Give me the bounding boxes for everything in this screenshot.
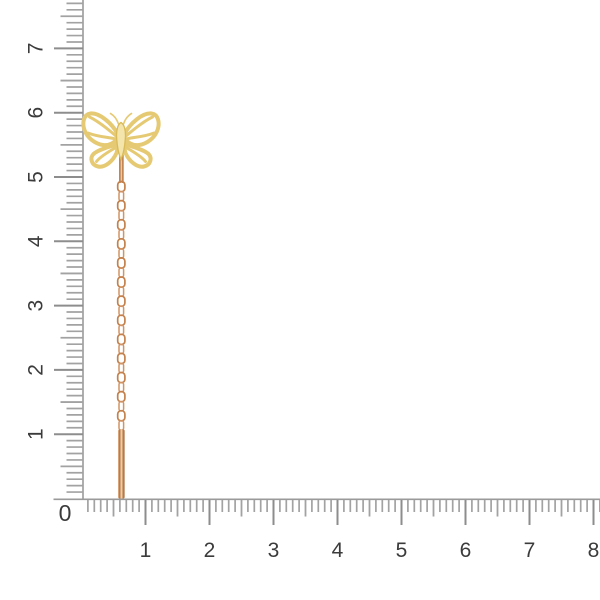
chain-link xyxy=(116,314,126,327)
chain-link xyxy=(118,209,125,221)
chain-link xyxy=(116,218,126,231)
horizontal-ruler-label-2: 2 xyxy=(204,539,216,562)
threader-bar xyxy=(118,429,125,499)
chain-link xyxy=(118,228,125,240)
butterfly-threader-earring xyxy=(81,111,161,499)
horizontal-ruler-label-1: 1 xyxy=(140,539,152,562)
chain-link xyxy=(118,419,125,431)
vertical-ruler-label-7: 7 xyxy=(25,43,48,55)
vertical-ruler-label-5: 5 xyxy=(25,171,48,183)
butterfly-upper-right-wing xyxy=(122,111,161,148)
butterfly-wing-vein xyxy=(124,115,154,138)
chain-link xyxy=(118,381,125,393)
chain-link xyxy=(118,248,125,259)
chain-link xyxy=(116,237,126,250)
chain-link xyxy=(118,286,125,298)
chain-link xyxy=(116,352,126,365)
vertical-ruler-label-4: 4 xyxy=(25,235,48,247)
chain-link xyxy=(116,276,126,289)
butterfly-wing-vein xyxy=(125,146,147,163)
chain-link xyxy=(116,390,126,403)
chain-link xyxy=(116,257,126,269)
chain-link xyxy=(116,199,126,212)
chain-link xyxy=(118,362,125,374)
chain-link xyxy=(118,400,125,412)
chain-link xyxy=(118,305,125,317)
ruler-frame xyxy=(53,0,600,501)
horizontal-ruler: 1 2 3 4 5 6 7 8 xyxy=(87,500,600,562)
chain-link xyxy=(118,267,125,279)
horizontal-ruler-label-6: 6 xyxy=(460,539,472,562)
chain-link xyxy=(118,324,125,336)
chain-link xyxy=(116,371,126,384)
butterfly-wing-vein xyxy=(88,115,118,138)
vertical-ruler-label-2: 2 xyxy=(25,364,48,376)
horizontal-ruler-label-5: 5 xyxy=(396,539,408,562)
vertical-ruler: 1 2 3 4 5 6 7 xyxy=(25,2,83,493)
ear-post xyxy=(119,151,124,183)
ruler-corner-zero-label: 0 xyxy=(59,500,72,526)
chain-link xyxy=(118,190,125,202)
cable-chain xyxy=(116,180,126,431)
chain-link xyxy=(116,333,126,346)
horizontal-ruler-label-8: 8 xyxy=(588,539,600,562)
butterfly-wing-vein xyxy=(95,146,117,163)
chain-link xyxy=(118,343,125,355)
butterfly-wing-vein xyxy=(86,131,117,141)
butterfly-body xyxy=(115,121,127,162)
chain-link xyxy=(116,409,126,422)
butterfly-motif xyxy=(81,111,161,169)
vertical-ruler-label-6: 6 xyxy=(25,107,48,119)
butterfly-wing-vein xyxy=(125,131,156,141)
vertical-ruler-label-3: 3 xyxy=(25,300,48,312)
vertical-ruler-label-1: 1 xyxy=(25,428,48,440)
butterfly-antenna-right xyxy=(122,112,133,125)
horizontal-ruler-label-3: 3 xyxy=(268,539,280,562)
horizontal-ruler-label-7: 7 xyxy=(524,539,536,562)
butterfly-antenna-left xyxy=(109,112,120,125)
chain-link xyxy=(116,295,126,308)
chain-link xyxy=(116,180,126,193)
butterfly-upper-left-wing xyxy=(81,111,120,148)
horizontal-ruler-label-4: 4 xyxy=(332,539,344,562)
